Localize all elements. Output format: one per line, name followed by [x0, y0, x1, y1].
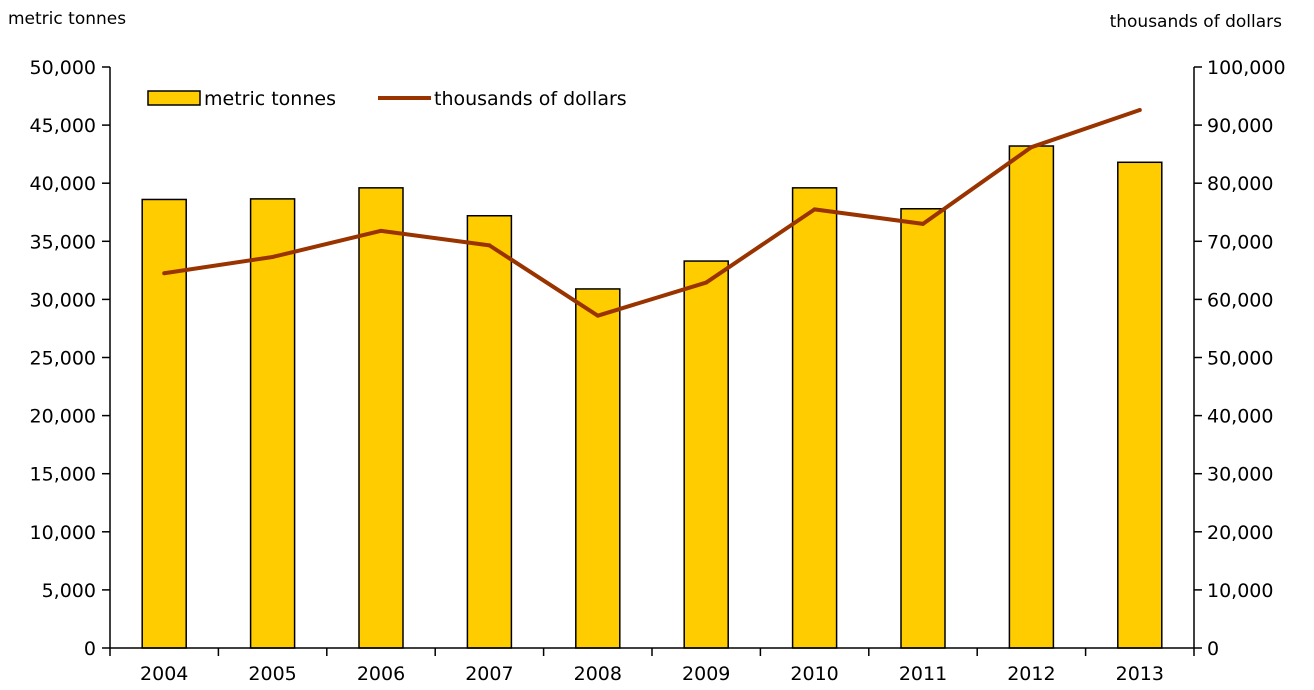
- x-tick-label: 2006: [357, 663, 405, 685]
- bar-2006: [358, 187, 404, 649]
- x-tick-label: 2008: [574, 663, 622, 685]
- bar-2010: [791, 187, 838, 649]
- right-tick-label: 0: [1207, 638, 1219, 660]
- right-tick-label: 20,000: [1207, 522, 1273, 544]
- x-tick-label: 2010: [790, 663, 838, 685]
- left-tick-label: 25,000: [30, 348, 96, 370]
- line-point-2006: [379, 228, 383, 233]
- right-tick-label: 30,000: [1207, 464, 1273, 486]
- right-tick-label: 100,000: [1207, 57, 1286, 79]
- left-axis-title: metric tonnes: [8, 9, 126, 29]
- legend-swatch-bar: [147, 90, 201, 106]
- bar-2012: [1008, 145, 1055, 649]
- left-tick-label: 10,000: [30, 522, 96, 544]
- right-tick-label: 40,000: [1207, 406, 1273, 428]
- left-tick-label: 30,000: [30, 289, 96, 311]
- x-tick-label: 2004: [140, 663, 188, 685]
- line-series-thousands-of-dollars: [163, 108, 1141, 318]
- line-point-2004: [162, 271, 167, 276]
- line-point-2013: [1137, 107, 1142, 112]
- left-tick-label: 40,000: [30, 173, 96, 195]
- line-point-2010: [812, 207, 817, 212]
- legend-label-line: thousands of dollars: [434, 88, 627, 110]
- right-axis-title: thousands of dollars: [1110, 12, 1283, 32]
- left-tick-label: 50,000: [30, 57, 96, 79]
- left-tick-label: 45,000: [30, 115, 96, 137]
- line-point-2009: [704, 280, 709, 285]
- left-tick-label: 15,000: [30, 464, 96, 486]
- left-tick-label: 20,000: [30, 406, 96, 428]
- bar-2004: [141, 198, 187, 649]
- x-tick-label: 2009: [682, 663, 730, 685]
- right-tick-label: 70,000: [1207, 231, 1273, 253]
- bar-2008: [575, 288, 621, 649]
- line-point-2008: [595, 313, 600, 318]
- bar-2005: [249, 198, 296, 649]
- x-tick-label: 2013: [1116, 663, 1164, 685]
- right-tick-label: 80,000: [1207, 173, 1273, 195]
- x-tick-label: 2012: [1007, 663, 1055, 685]
- x-tick-label: 2011: [899, 663, 947, 685]
- left-tick-label: 5,000: [42, 580, 96, 602]
- left-tick-label: 0: [84, 638, 96, 660]
- bar-2011: [900, 208, 946, 649]
- right-tick-label: 60,000: [1207, 289, 1273, 311]
- line-point-2011: [921, 221, 925, 226]
- line-point-2012: [1029, 145, 1034, 150]
- line-point-2007: [487, 243, 492, 248]
- x-tick-label: 2007: [465, 663, 513, 685]
- legend: metric tonnes thousands of dollars: [147, 88, 627, 110]
- right-tick-label: 90,000: [1207, 115, 1273, 137]
- legend-label-bar: metric tonnes: [204, 88, 336, 110]
- line-point-2005: [270, 254, 275, 259]
- bar-2013: [1117, 161, 1163, 649]
- x-tick-label: 2005: [248, 663, 296, 685]
- bar-2007: [466, 214, 513, 649]
- right-tick-label: 50,000: [1207, 348, 1273, 370]
- left-tick-label: 35,000: [30, 231, 96, 253]
- bar-2009: [683, 260, 729, 649]
- right-tick-label: 10,000: [1207, 580, 1273, 602]
